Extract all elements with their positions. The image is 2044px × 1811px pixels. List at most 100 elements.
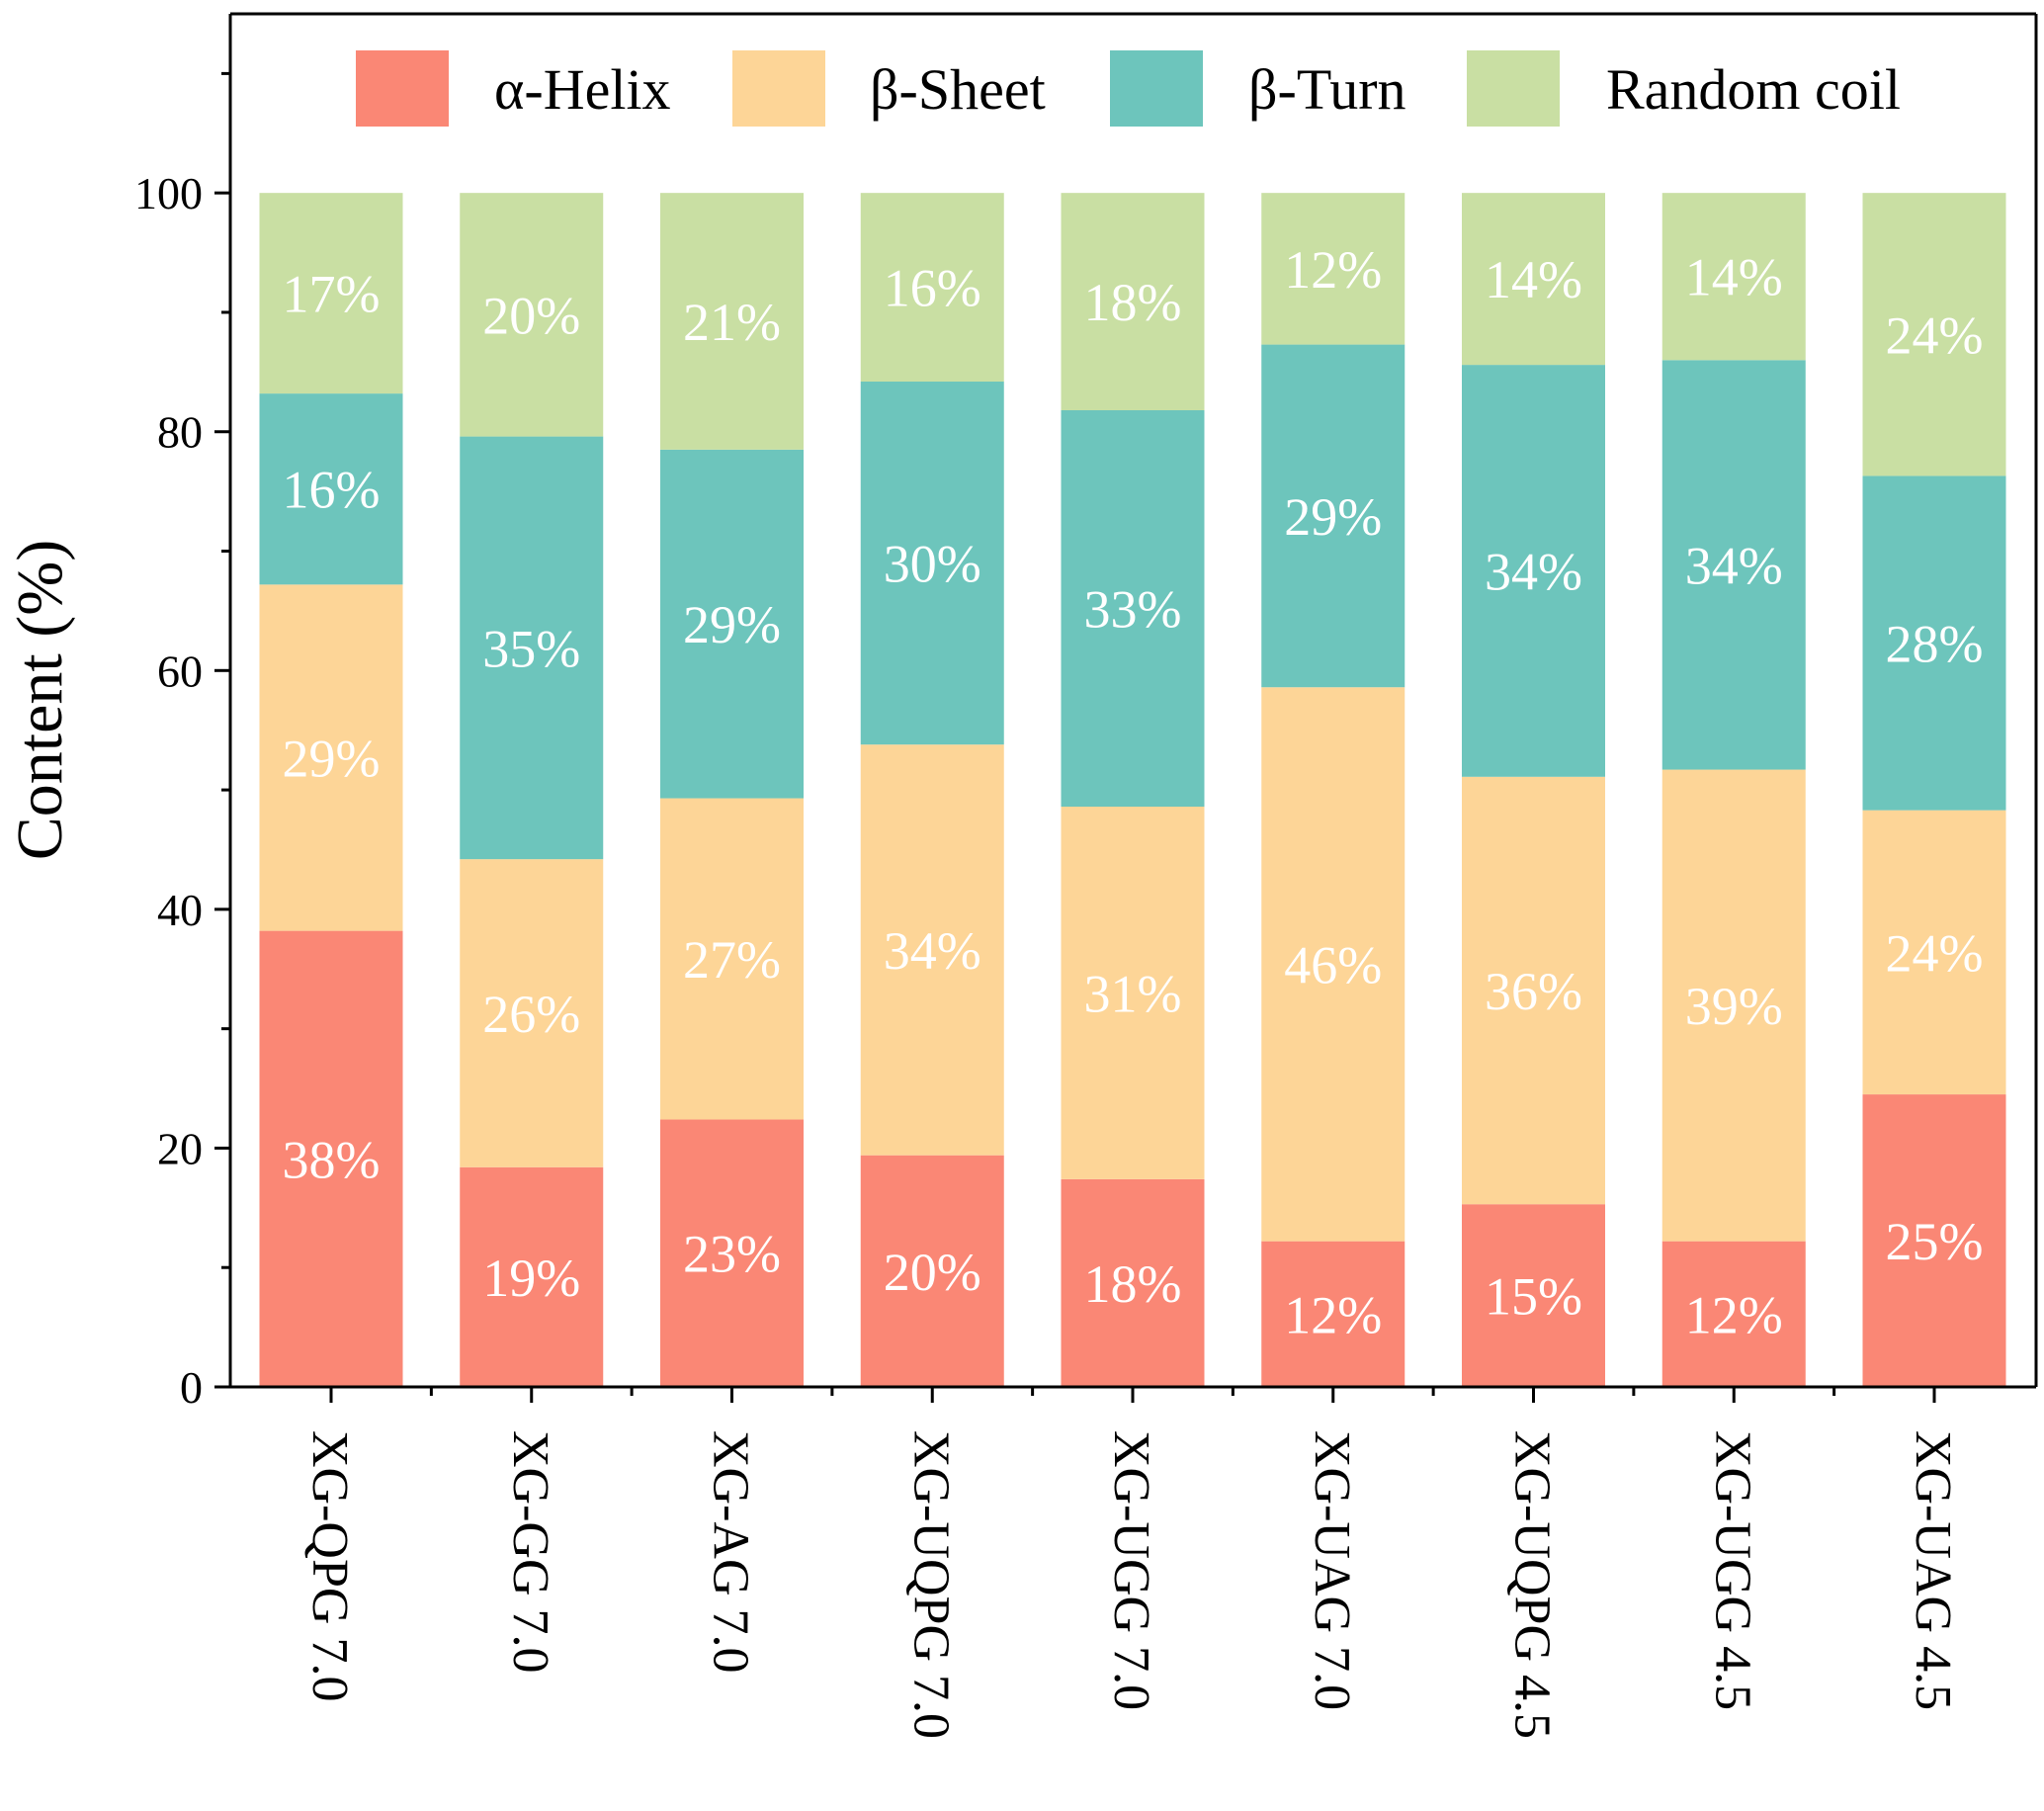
data-label: 12%: [1685, 1285, 1783, 1344]
legend-swatch: [1110, 50, 1203, 127]
data-label: 33%: [1084, 579, 1182, 639]
data-label: 30%: [884, 535, 981, 594]
bar--turn-6: [1261, 344, 1405, 688]
bar--sheet-6: [1261, 687, 1405, 1242]
data-label: 26%: [482, 985, 580, 1044]
legend-label: β-Turn: [1248, 57, 1406, 122]
bar--sheet-3: [660, 798, 804, 1120]
data-label: 29%: [1284, 487, 1382, 547]
data-label: 12%: [1284, 240, 1382, 300]
y-tick-label: 60: [157, 646, 203, 696]
bar-random-coil-3: [660, 193, 804, 450]
data-label: 35%: [482, 619, 580, 678]
x-category-label: XG-UGG 4.5: [1704, 1430, 1760, 1710]
axes-layer: 0 20 40 60 80 100 XG-QPG 7.0 XG-GG 7.0 XG-AG 7.0…: [134, 12, 2038, 1739]
bar-random-coil-2: [460, 193, 604, 437]
x-category-label: XG-QPG 7.0: [301, 1430, 358, 1701]
bar--turn-1: [259, 393, 403, 585]
data-label: 18%: [1084, 273, 1182, 332]
data-label: 25%: [1886, 1212, 1984, 1271]
data-label: 29%: [283, 729, 381, 788]
data-label: 34%: [1685, 536, 1783, 595]
data-label: 24%: [1886, 923, 1984, 983]
data-label: 21%: [683, 293, 781, 352]
legend-label: Random coil: [1606, 57, 1901, 122]
bar--turn-2: [460, 436, 604, 860]
data-label: 29%: [683, 595, 781, 654]
bar--sheet-9: [1862, 810, 2006, 1095]
y-tick-label: 20: [157, 1123, 203, 1173]
bar--turn-7: [1462, 365, 1605, 777]
bars-layer: [259, 193, 2006, 1387]
bar-random-coil-5: [1061, 193, 1205, 410]
data-label: 12%: [1284, 1285, 1382, 1344]
bar-random-coil-8: [1661, 193, 1806, 361]
data-label: 16%: [884, 259, 981, 318]
x-category-label: XG-UGG 7.0: [1103, 1430, 1159, 1710]
bar--helix-4: [860, 1155, 1004, 1387]
bar-random-coil-7: [1462, 193, 1605, 366]
data-label: 14%: [1485, 250, 1582, 309]
bar--helix-1: [259, 930, 403, 1387]
data-label: 20%: [482, 286, 580, 345]
data-label: 15%: [1485, 1267, 1582, 1327]
legend-label: β-Sheet: [870, 57, 1046, 122]
bar--helix-7: [1462, 1204, 1605, 1387]
x-category-label: XG-UQPG 7.0: [902, 1430, 959, 1739]
data-label: 19%: [482, 1249, 580, 1308]
legend-swatch: [732, 50, 825, 127]
bar--turn-4: [860, 382, 1004, 745]
bar-labels-layer: 38% 29% 16% 17% 19% 26% 35% 20% 23% 27% 29% 21% 20% 3…: [283, 240, 1984, 1344]
legend-label: α-Helix: [494, 57, 671, 122]
bar--sheet-4: [860, 744, 1004, 1156]
data-label: 17%: [283, 265, 381, 324]
y-axis-title: Content (%): [4, 540, 76, 860]
bar-random-coil-1: [259, 193, 403, 394]
y-tick-label: 40: [157, 885, 203, 935]
bar-random-coil-4: [860, 193, 1004, 383]
data-label: 24%: [1886, 305, 1984, 365]
bar--helix-8: [1661, 1241, 1806, 1387]
bar--helix-9: [1862, 1094, 2006, 1387]
data-label: 31%: [1084, 964, 1182, 1023]
bar--sheet-1: [259, 584, 403, 931]
bar--sheet-2: [460, 859, 604, 1167]
bar--turn-8: [1661, 360, 1806, 770]
x-category-label: XG-UQPG 4.5: [1504, 1430, 1561, 1739]
data-label: 36%: [1485, 962, 1582, 1021]
data-label: 28%: [1886, 615, 1984, 674]
bar--helix-5: [1061, 1178, 1205, 1387]
bar--turn-3: [660, 449, 804, 799]
data-label: 38%: [283, 1130, 381, 1189]
legend-swatch: [1467, 50, 1560, 127]
y-tick-label: 80: [157, 407, 203, 458]
bar--turn-5: [1061, 409, 1205, 807]
bar--helix-3: [660, 1119, 804, 1387]
data-label: 34%: [884, 921, 981, 981]
bar--helix-6: [1261, 1241, 1405, 1387]
bar--helix-2: [460, 1166, 604, 1387]
data-label: 20%: [884, 1243, 981, 1302]
data-label: 18%: [1084, 1254, 1182, 1314]
bar--sheet-7: [1462, 776, 1605, 1205]
data-label: 14%: [1685, 248, 1783, 307]
data-label: 34%: [1485, 542, 1582, 601]
data-label: 23%: [683, 1225, 781, 1284]
bar-random-coil-6: [1261, 193, 1405, 345]
x-category-label: XG-AG 7.0: [703, 1430, 759, 1674]
x-category-label: XG-UAG 4.5: [1905, 1430, 1961, 1710]
x-category-label: XG-GG 7.0: [502, 1430, 558, 1674]
data-label: 39%: [1685, 977, 1783, 1036]
data-label: 46%: [1284, 935, 1382, 994]
bar--sheet-5: [1061, 806, 1205, 1179]
legend-swatch: [356, 50, 449, 127]
y-tick-label: 100: [134, 168, 203, 218]
data-label: 16%: [283, 461, 381, 520]
bar-random-coil-9: [1862, 193, 2006, 476]
bar--sheet-8: [1661, 769, 1806, 1242]
bar--turn-9: [1862, 475, 2006, 811]
legend: α-Helix β-Sheet β-Turn Random coil: [356, 50, 1901, 127]
data-label: 27%: [683, 930, 781, 990]
y-tick-label: 0: [180, 1362, 203, 1413]
